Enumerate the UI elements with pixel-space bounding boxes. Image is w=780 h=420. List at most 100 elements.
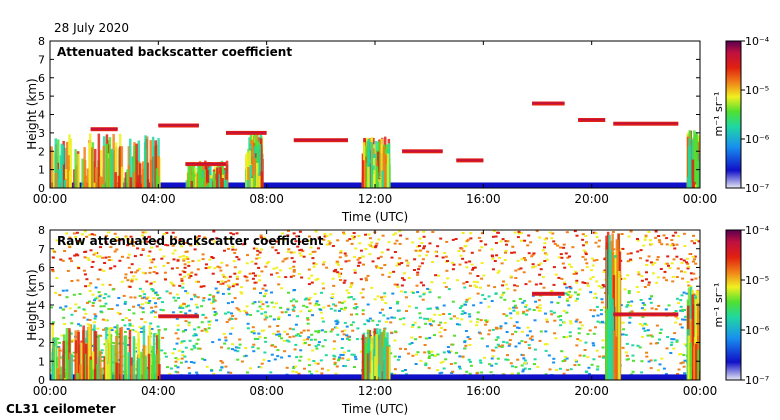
- y-tick-label: 7: [38, 243, 45, 256]
- noise-cell: [93, 321, 96, 324]
- noise-cell: [506, 354, 509, 357]
- noise-cell: [226, 284, 230, 287]
- noise-cell: [603, 258, 607, 261]
- noise-cell: [698, 276, 700, 279]
- noise-cell: [163, 271, 167, 274]
- noise-cell: [480, 246, 484, 249]
- noise-cell: [510, 251, 514, 254]
- noise-cell: [514, 366, 518, 369]
- noise-cell: [384, 302, 388, 304]
- noise-cell: [357, 235, 361, 237]
- noise-cell: [113, 326, 117, 329]
- noise-cell: [311, 349, 315, 352]
- noise-cell: [635, 286, 639, 288]
- noise-cell: [126, 279, 130, 282]
- noise-cell: [574, 299, 578, 302]
- noise-cell: [259, 234, 263, 237]
- noise-cell: [88, 233, 92, 236]
- noise-cell: [568, 285, 572, 288]
- noise-cell: [113, 239, 117, 242]
- noise-cell: [325, 266, 329, 269]
- noise-cell: [201, 253, 205, 256]
- noise-cell: [113, 265, 117, 268]
- noise-cell: [383, 292, 387, 295]
- noise-cell: [188, 309, 192, 312]
- noise-cell: [528, 308, 532, 311]
- noise-cell: [294, 365, 298, 368]
- noise-cell: [107, 259, 111, 262]
- noise-cell: [523, 239, 527, 242]
- noise-cell: [637, 273, 641, 276]
- cloud-column-cell: [91, 351, 95, 380]
- noise-cell: [171, 244, 175, 247]
- noise-cell: [258, 279, 262, 282]
- noise-cell: [596, 365, 600, 368]
- noise-cell: [571, 246, 575, 249]
- noise-cell: [640, 307, 644, 310]
- noise-cell: [414, 306, 418, 309]
- noise-cell: [60, 334, 64, 337]
- noise-cell: [100, 311, 104, 314]
- noise-cell: [538, 304, 542, 307]
- y-tick-label: 4: [38, 109, 45, 122]
- noise-cell: [276, 355, 280, 358]
- noise-cell: [205, 330, 209, 333]
- noise-cell: [147, 236, 151, 239]
- noise-cell: [458, 367, 462, 370]
- cloud-layer-core: [158, 315, 199, 317]
- noise-cell: [272, 267, 276, 270]
- noise-cell: [86, 301, 89, 304]
- noise-cell: [160, 257, 164, 260]
- cloud-column-cell: [77, 331, 80, 380]
- noise-cell: [314, 330, 318, 333]
- cloud-column-cell: [246, 180, 249, 188]
- cloud-column-cell: [105, 143, 108, 188]
- cloud-column-cell: [155, 168, 159, 188]
- cloud-column-cell: [698, 153, 700, 188]
- noise-cell: [681, 361, 685, 364]
- heatmap-plot-area: [50, 230, 700, 380]
- cloud-column-cell: [64, 169, 68, 188]
- noise-cell: [50, 306, 53, 309]
- noise-cell: [502, 291, 506, 294]
- noise-cell: [691, 255, 695, 258]
- noise-cell: [582, 354, 586, 357]
- noise-cell: [654, 230, 658, 233]
- noise-cell: [129, 235, 133, 238]
- cloud-column-cell: [158, 364, 161, 380]
- noise-cell: [577, 327, 581, 330]
- noise-cell: [422, 293, 426, 296]
- noise-cell: [553, 243, 557, 245]
- noise-cell: [435, 306, 439, 309]
- noise-cell: [238, 310, 242, 313]
- noise-cell: [292, 232, 296, 235]
- noise-cell: [256, 338, 260, 340]
- noise-cell: [371, 260, 375, 263]
- noise-cell: [132, 305, 136, 308]
- noise-cell: [172, 258, 176, 261]
- noise-cell: [353, 355, 357, 358]
- noise-cell: [196, 241, 200, 244]
- noise-cell: [230, 312, 233, 315]
- noise-cell: [200, 321, 204, 324]
- noise-cell: [51, 249, 55, 252]
- noise-cell: [313, 292, 317, 295]
- noise-cell: [521, 301, 525, 304]
- noise-cell: [126, 327, 130, 330]
- noise-cell: [658, 241, 662, 244]
- cloud-layer-core: [185, 163, 226, 165]
- noise-cell: [560, 350, 564, 353]
- noise-cell: [56, 337, 60, 340]
- noise-cell: [205, 263, 208, 266]
- noise-cell: [295, 300, 298, 303]
- noise-cell: [416, 273, 420, 276]
- noise-cell: [65, 232, 69, 235]
- noise-cell: [78, 293, 82, 295]
- noise-cell: [184, 242, 188, 244]
- cloud-column-cell: [54, 138, 57, 188]
- noise-cell: [153, 240, 157, 243]
- noise-cell: [169, 281, 173, 284]
- noise-cell: [74, 236, 78, 238]
- noise-cell: [464, 303, 467, 306]
- x-tick-label: 00:00: [33, 384, 68, 398]
